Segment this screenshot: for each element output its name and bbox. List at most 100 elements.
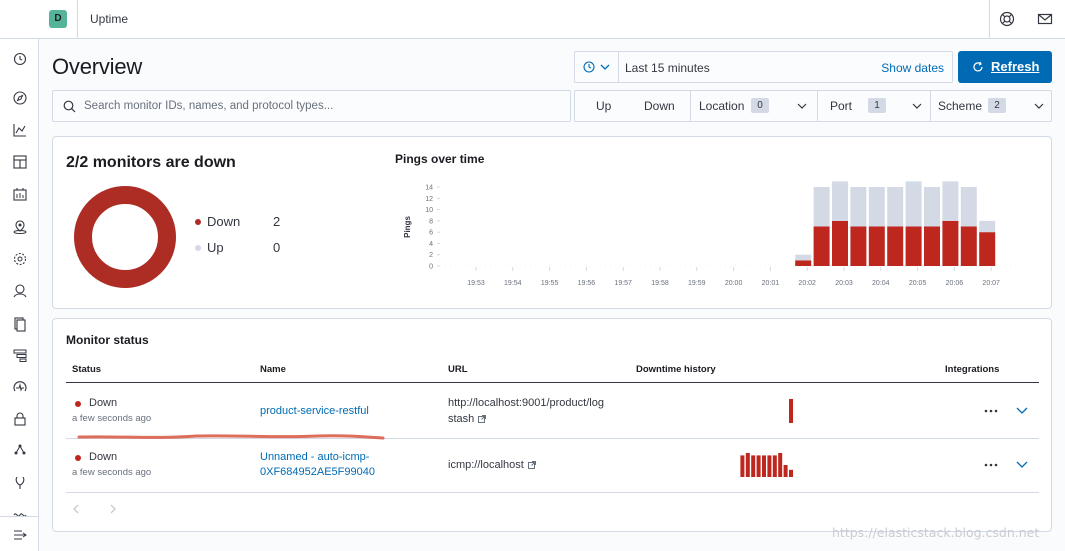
dev-tools-icon[interactable] [12,443,28,459]
more-actions-icon[interactable] [984,408,998,414]
search-input[interactable]: Search monitor IDs, names, and protocol … [52,90,571,122]
bar-down [905,226,922,266]
monitor-name-link[interactable]: product-service-restful [260,405,369,417]
refresh-icon [973,61,983,72]
column-header-downtime-history: Downtime history [636,364,716,375]
collapse-icon[interactable] [12,527,28,543]
filter-up-button[interactable]: Up [575,91,633,121]
row-divider [66,438,1039,439]
bar-down [868,226,885,266]
refresh-button[interactable]: Refresh [958,51,1052,83]
infrastructure-icon[interactable] [12,283,28,299]
legend-down-value: 2 [273,214,281,229]
monitor-status-title: Monitor status [66,333,149,347]
nav-collapse[interactable] [0,516,39,551]
search-icon [63,100,76,113]
filter-port-count: 1 [868,98,886,113]
y-tick-label: 2 [429,252,433,259]
bar-down [795,260,812,266]
bar-down [887,226,904,266]
expand-row-chevron-icon[interactable] [1016,460,1028,470]
downtime-bar [745,453,750,477]
y-tick-label: 14 [425,185,433,192]
x-tick-label: 19:56 [578,280,596,287]
filter-scheme[interactable]: Scheme 2 [931,91,1051,121]
monitor-url-line[interactable]: http://localhost:9001/product/log [448,397,604,409]
dashboard-icon[interactable] [12,154,28,170]
pagination-next-icon[interactable] [109,504,117,514]
more-actions-icon[interactable] [984,462,998,468]
y-tick-label: 4 [429,241,433,248]
pings-title: Pings over time [395,152,485,166]
canvas-icon[interactable] [12,186,28,202]
column-header-status[interactable]: Status [72,364,102,375]
ml-icon[interactable] [12,251,28,267]
status-donut-chart [74,186,176,288]
maps-icon[interactable] [12,219,28,235]
column-header-integrations: Integrations [945,364,1000,375]
pagination-prev-icon[interactable] [72,504,80,514]
status-label: Down [89,451,118,463]
monitor-url-link[interactable]: stash [448,413,487,425]
filter-location[interactable]: Location 0 [691,91,818,121]
y-axis-label: Pings [403,216,412,238]
monitor-name-link[interactable]: Unnamed - auto-icmp- [260,451,370,463]
siem-icon[interactable] [12,411,28,427]
quick-menu-button[interactable] [575,52,619,82]
header-divider-right [989,0,990,39]
legend-down-dot [195,219,201,225]
uptime-icon[interactable] [12,379,28,395]
side-nav [0,39,39,551]
stack-monitoring-icon[interactable] [12,475,28,491]
recently-viewed-icon[interactable] [12,51,28,67]
downtime-history-sparkline [740,453,793,477]
watermark-text: https://elasticstack.blog.csdn.net [832,525,1040,540]
downtime-bar [789,399,793,423]
x-tick-label: 20:07 [982,280,1000,287]
monitor-name-link-id[interactable]: 0XF684952AE5F99040 [260,466,375,478]
x-tick-label: 20:03 [835,280,853,287]
expand-row-chevron-icon[interactable] [1016,406,1028,416]
logs-icon[interactable] [12,316,28,332]
date-range-label[interactable]: Last 15 minutes [625,61,710,75]
legend-up-label: Up [207,240,224,255]
y-tick-label: 10 [425,207,433,214]
mail-icon[interactable] [1037,11,1053,27]
bar-down [960,226,977,266]
bar-up [960,187,977,227]
status-time: a few seconds ago [72,467,152,478]
chevron-down-icon [600,64,610,70]
status-down-dot [75,455,81,461]
filter-location-label: Location [699,99,745,113]
downtime-bar [789,469,793,477]
filter-scheme-label: Scheme [938,99,983,113]
y-tick-label: 6 [429,230,433,237]
help-icon[interactable] [999,11,1015,27]
filter-down-label: Down [644,99,675,113]
x-tick-label: 20:01 [762,280,780,287]
discover-icon[interactable] [12,90,28,106]
annotation-underline [77,434,385,440]
monitor-url-link[interactable]: icmp://localhost [448,459,536,471]
filter-port[interactable]: Port 1 [818,91,931,121]
apm-icon[interactable] [12,347,28,363]
date-picker[interactable]: Last 15 minutes Show dates [574,51,953,83]
y-tick-label: 0 [429,264,433,271]
visualize-icon[interactable] [12,122,28,138]
bar-up [813,187,830,227]
management-icon[interactable] [12,506,28,522]
column-header-name[interactable]: Name [260,364,286,375]
space-avatar[interactable]: D [49,10,67,28]
external-link-icon [478,415,487,423]
breadcrumb-app-title[interactable]: Uptime [90,12,129,26]
monitor-status-panel: Monitor status Status Name URL Downtime … [52,318,1052,532]
legend-up: Up 0 [195,240,295,256]
downtime-bar [756,455,761,477]
x-tick-label: 19:53 [467,280,485,287]
x-tick-label: 19:59 [688,280,706,287]
bar-up [979,220,996,233]
show-dates-link[interactable]: Show dates [881,61,944,75]
filter-group: Up Down Location 0 Port 1 Scheme 2 [574,90,1052,122]
filter-down-button[interactable]: Down [633,91,691,121]
bar-down [942,220,959,266]
